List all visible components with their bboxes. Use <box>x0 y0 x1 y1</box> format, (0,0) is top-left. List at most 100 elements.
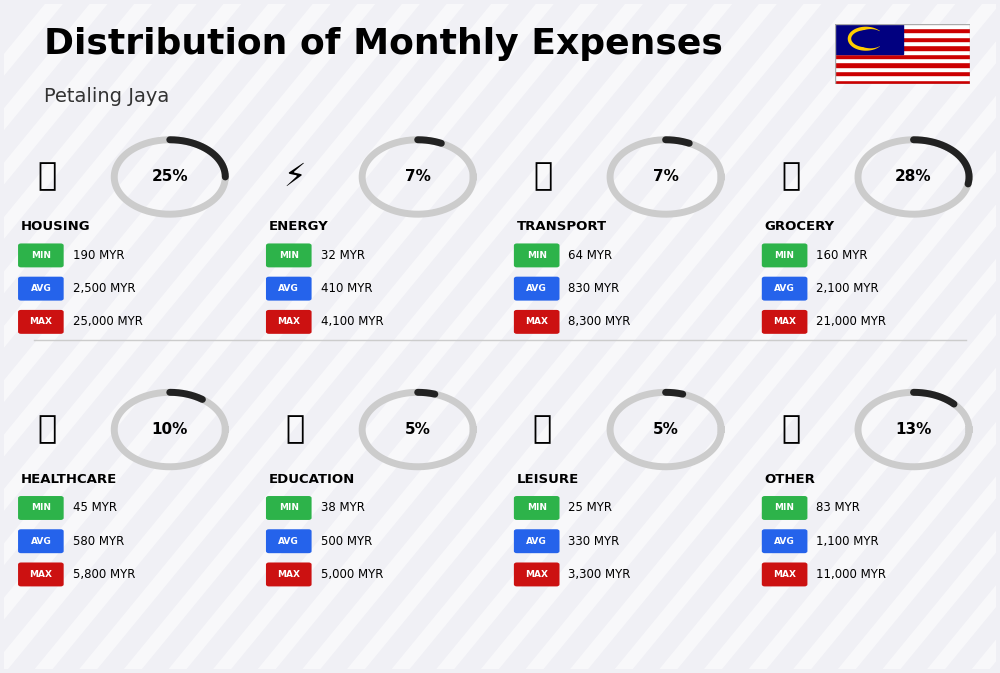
Text: MIN: MIN <box>31 251 51 260</box>
Text: 2,500 MYR: 2,500 MYR <box>73 282 135 295</box>
Text: MIN: MIN <box>527 251 547 260</box>
Text: MAX: MAX <box>277 318 300 326</box>
Text: 7%: 7% <box>653 170 679 184</box>
Text: 25%: 25% <box>151 170 188 184</box>
Text: MIN: MIN <box>31 503 51 512</box>
Text: MAX: MAX <box>773 318 796 326</box>
FancyBboxPatch shape <box>18 310 64 334</box>
Text: 1,100 MYR: 1,100 MYR <box>816 535 879 548</box>
Text: ⚡: ⚡ <box>283 162 306 192</box>
Bar <box>835 63 970 67</box>
Text: 2,100 MYR: 2,100 MYR <box>816 282 879 295</box>
Text: 25 MYR: 25 MYR <box>568 501 612 514</box>
Text: 10%: 10% <box>152 422 188 437</box>
Text: TRANSPORT: TRANSPORT <box>517 220 607 233</box>
Text: EDUCATION: EDUCATION <box>269 472 355 486</box>
Text: 🚌: 🚌 <box>533 162 552 192</box>
Bar <box>835 41 970 45</box>
Text: MIN: MIN <box>279 251 299 260</box>
Text: 🎓: 🎓 <box>285 414 304 445</box>
FancyBboxPatch shape <box>18 244 64 267</box>
Text: AVG: AVG <box>278 536 299 546</box>
Text: AVG: AVG <box>278 284 299 293</box>
Text: AVG: AVG <box>774 536 795 546</box>
Text: MAX: MAX <box>277 570 300 579</box>
Text: 7%: 7% <box>405 170 431 184</box>
Text: 28%: 28% <box>895 170 932 184</box>
Text: AVG: AVG <box>774 284 795 293</box>
Text: MIN: MIN <box>775 251 795 260</box>
Text: MAX: MAX <box>525 570 548 579</box>
Text: 13%: 13% <box>895 422 932 437</box>
Text: 32 MYR: 32 MYR <box>321 249 365 262</box>
Text: 580 MYR: 580 MYR <box>73 535 124 548</box>
FancyBboxPatch shape <box>514 244 560 267</box>
Bar <box>835 32 970 36</box>
Bar <box>835 80 970 84</box>
Bar <box>835 28 970 32</box>
Text: 160 MYR: 160 MYR <box>816 249 868 262</box>
Text: MIN: MIN <box>279 503 299 512</box>
Text: AVG: AVG <box>30 536 51 546</box>
FancyBboxPatch shape <box>762 310 807 334</box>
Text: 5%: 5% <box>405 422 431 437</box>
Text: Distribution of Monthly Expenses: Distribution of Monthly Expenses <box>44 28 723 61</box>
Bar <box>835 71 970 75</box>
Text: 64 MYR: 64 MYR <box>568 249 613 262</box>
Text: 🛒: 🛒 <box>781 162 800 192</box>
Text: 45 MYR: 45 MYR <box>73 501 117 514</box>
Text: 5%: 5% <box>653 422 679 437</box>
FancyBboxPatch shape <box>18 529 64 553</box>
Text: 8,300 MYR: 8,300 MYR <box>568 316 631 328</box>
FancyBboxPatch shape <box>18 496 64 520</box>
Text: HEALTHCARE: HEALTHCARE <box>21 472 117 486</box>
Text: MIN: MIN <box>527 503 547 512</box>
Text: 💰: 💰 <box>781 414 800 445</box>
FancyBboxPatch shape <box>762 563 807 586</box>
Text: AVG: AVG <box>526 536 547 546</box>
FancyBboxPatch shape <box>514 496 560 520</box>
Text: Petaling Jaya: Petaling Jaya <box>44 87 169 106</box>
Text: 5,800 MYR: 5,800 MYR <box>73 568 135 581</box>
Text: 83 MYR: 83 MYR <box>816 501 860 514</box>
Text: MAX: MAX <box>29 570 52 579</box>
FancyBboxPatch shape <box>266 310 312 334</box>
Text: AVG: AVG <box>526 284 547 293</box>
Text: 4,100 MYR: 4,100 MYR <box>321 316 383 328</box>
Text: HOUSING: HOUSING <box>21 220 91 233</box>
FancyBboxPatch shape <box>514 277 560 301</box>
Bar <box>835 36 970 41</box>
Text: MAX: MAX <box>29 318 52 326</box>
FancyBboxPatch shape <box>762 244 807 267</box>
Bar <box>835 24 970 28</box>
FancyBboxPatch shape <box>514 529 560 553</box>
FancyBboxPatch shape <box>266 496 312 520</box>
Text: 38 MYR: 38 MYR <box>321 501 364 514</box>
Text: AVG: AVG <box>30 284 51 293</box>
Text: MAX: MAX <box>773 570 796 579</box>
FancyBboxPatch shape <box>266 277 312 301</box>
FancyBboxPatch shape <box>514 310 560 334</box>
Bar <box>835 24 902 54</box>
Text: 330 MYR: 330 MYR <box>568 535 620 548</box>
Text: 🛍️: 🛍️ <box>533 414 552 445</box>
Text: MIN: MIN <box>775 503 795 512</box>
Text: 11,000 MYR: 11,000 MYR <box>816 568 886 581</box>
FancyBboxPatch shape <box>514 563 560 586</box>
FancyBboxPatch shape <box>266 529 312 553</box>
Text: 🏥: 🏥 <box>37 414 56 445</box>
Bar <box>835 75 970 80</box>
Text: OTHER: OTHER <box>765 472 816 486</box>
Bar <box>835 45 970 50</box>
FancyBboxPatch shape <box>762 496 807 520</box>
Bar <box>835 58 970 63</box>
FancyBboxPatch shape <box>18 277 64 301</box>
Text: LEISURE: LEISURE <box>517 472 579 486</box>
Text: MAX: MAX <box>525 318 548 326</box>
Text: 5,000 MYR: 5,000 MYR <box>321 568 383 581</box>
FancyBboxPatch shape <box>762 529 807 553</box>
Text: ENERGY: ENERGY <box>269 220 329 233</box>
Bar <box>835 50 970 54</box>
Text: 21,000 MYR: 21,000 MYR <box>816 316 886 328</box>
Text: 500 MYR: 500 MYR <box>321 535 372 548</box>
